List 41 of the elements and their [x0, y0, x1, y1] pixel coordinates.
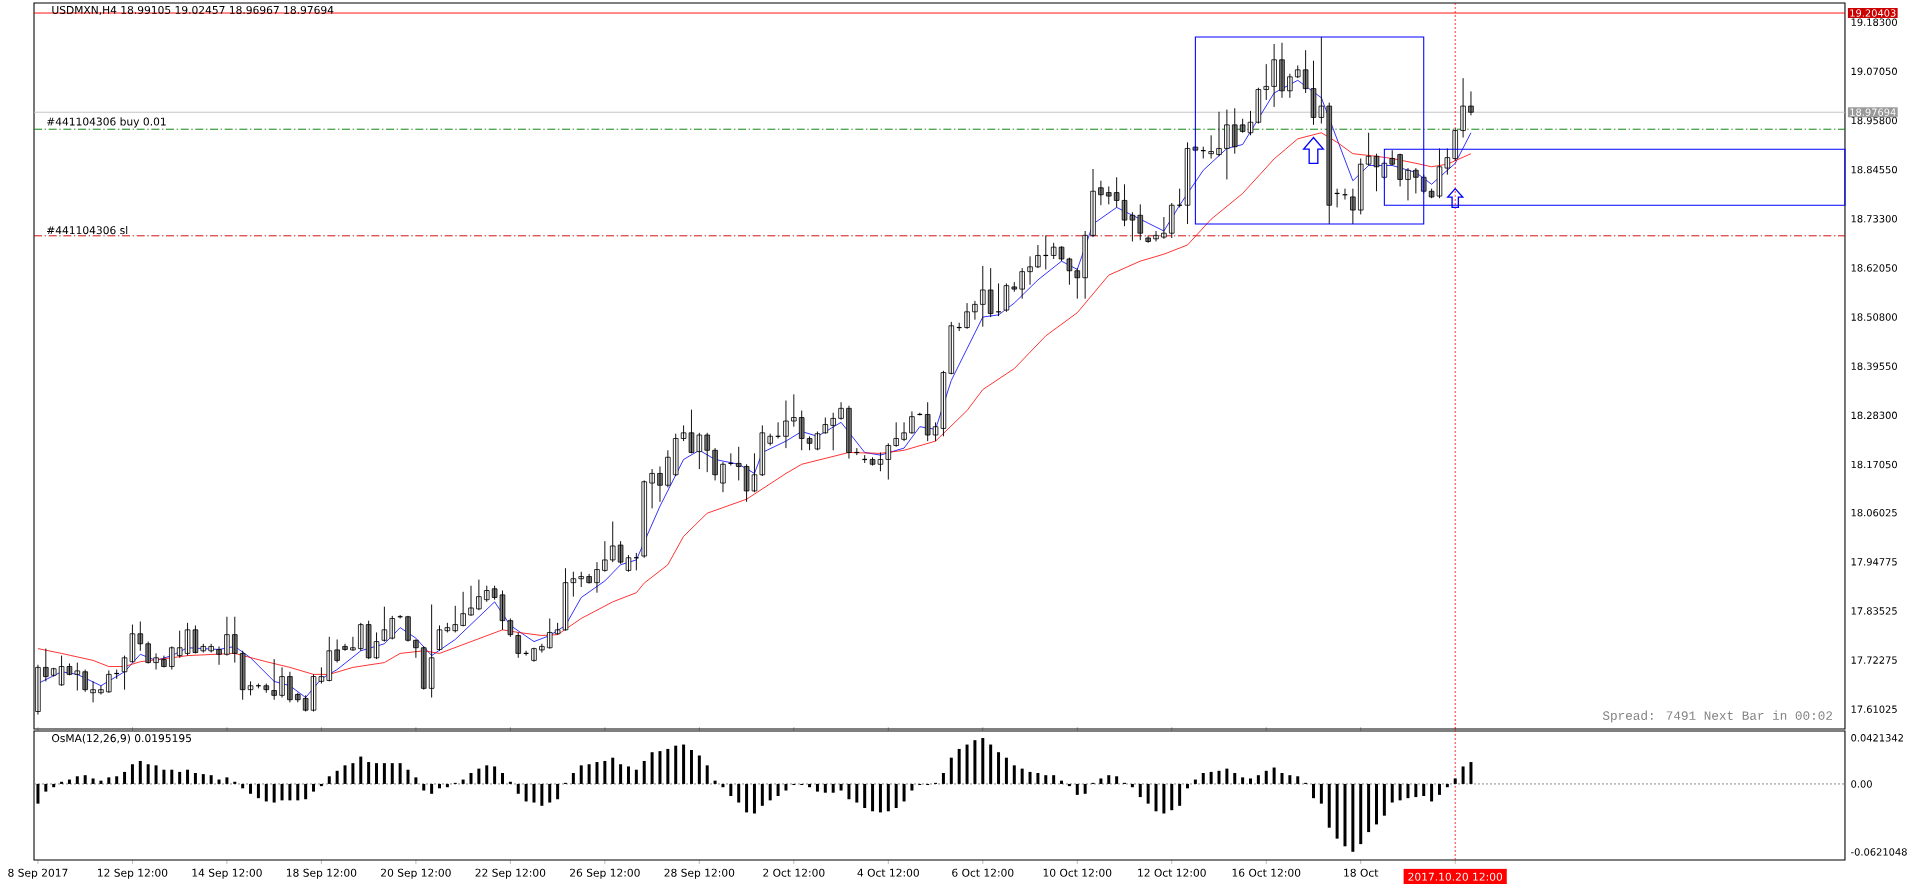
x-tick-label: 12 Sep 12:00 — [98, 868, 168, 879]
x-tick-label: 28 Sep 12:00 — [664, 868, 735, 879]
y-tick-label: 0.0421342 — [1851, 734, 1903, 742]
y-tick-label: 17.94775 — [1851, 558, 1897, 566]
y-tick-label: 18.73300 — [1851, 215, 1897, 223]
y-tick-label: 18.06025 — [1851, 508, 1897, 517]
y-tick-label: 18.28300 — [1851, 411, 1897, 420]
ref-line-label: 19.20403 — [1850, 9, 1896, 17]
y-tick-label: 17.72275 — [1851, 656, 1897, 664]
y-tick-label: -0.0621048 — [1851, 848, 1907, 856]
x-tick-label: 26 Sep 12:00 — [570, 868, 640, 879]
x-tick-label: 2 Oct 12:00 — [763, 868, 825, 877]
y-tick-label: 18.84550 — [1851, 165, 1897, 174]
x-tick-label: 10 Oct 12:00 — [1043, 868, 1112, 877]
y-tick-label: 18.39550 — [1851, 362, 1897, 370]
x-tick-label: 6 Oct 12:00 — [952, 868, 1014, 877]
annotation: Spread: 7491 Next Bar in 00:02 — [1602, 710, 1833, 723]
y-tick-label: 18.62050 — [1851, 264, 1897, 272]
y-tick-label: 19.18300 — [1851, 18, 1897, 26]
x-tick-label: 18 Oct — [1344, 868, 1379, 877]
ref-line-label: #441104306 buy 0.01 — [47, 117, 166, 128]
x-tick-label: 2017.10.20 12:00 — [1408, 872, 1503, 881]
chart-title: USDMXN,H4 18.99105 19.02457 18.96967 18.97694 — [52, 5, 334, 16]
y-tick-label: 18.50800 — [1851, 313, 1897, 321]
x-tick-label: 4 Oct 12:00 — [857, 868, 919, 877]
y-tick-label: 18.17050 — [1851, 460, 1897, 469]
x-tick-label: 20 Sep 12:00 — [381, 868, 451, 879]
y-tick-label: 19.07050 — [1851, 67, 1897, 76]
x-tick-label: 8 Sep 2017 — [8, 868, 68, 879]
y-tick-label: 18.95800 — [1851, 116, 1897, 125]
y-tick-label: 0.00 — [1851, 780, 1872, 788]
y-tick-label: 17.83525 — [1851, 607, 1897, 615]
x-tick-label: 18 Sep 12:00 — [286, 868, 357, 879]
ref-line-label: 18.97694 — [1850, 108, 1896, 116]
chart-title: OsMA(12,26,9) 0.0195195 — [52, 733, 192, 744]
x-tick-label: 12 Oct 12:00 — [1138, 868, 1206, 877]
y-tick-label: 17.61025 — [1851, 705, 1897, 713]
x-tick-label: 16 Oct 12:00 — [1232, 868, 1301, 877]
ref-line-label: #441104306 sl — [47, 225, 128, 235]
x-tick-label: 22 Sep 12:00 — [475, 868, 546, 879]
x-tick-label: 14 Sep 12:00 — [192, 868, 262, 879]
